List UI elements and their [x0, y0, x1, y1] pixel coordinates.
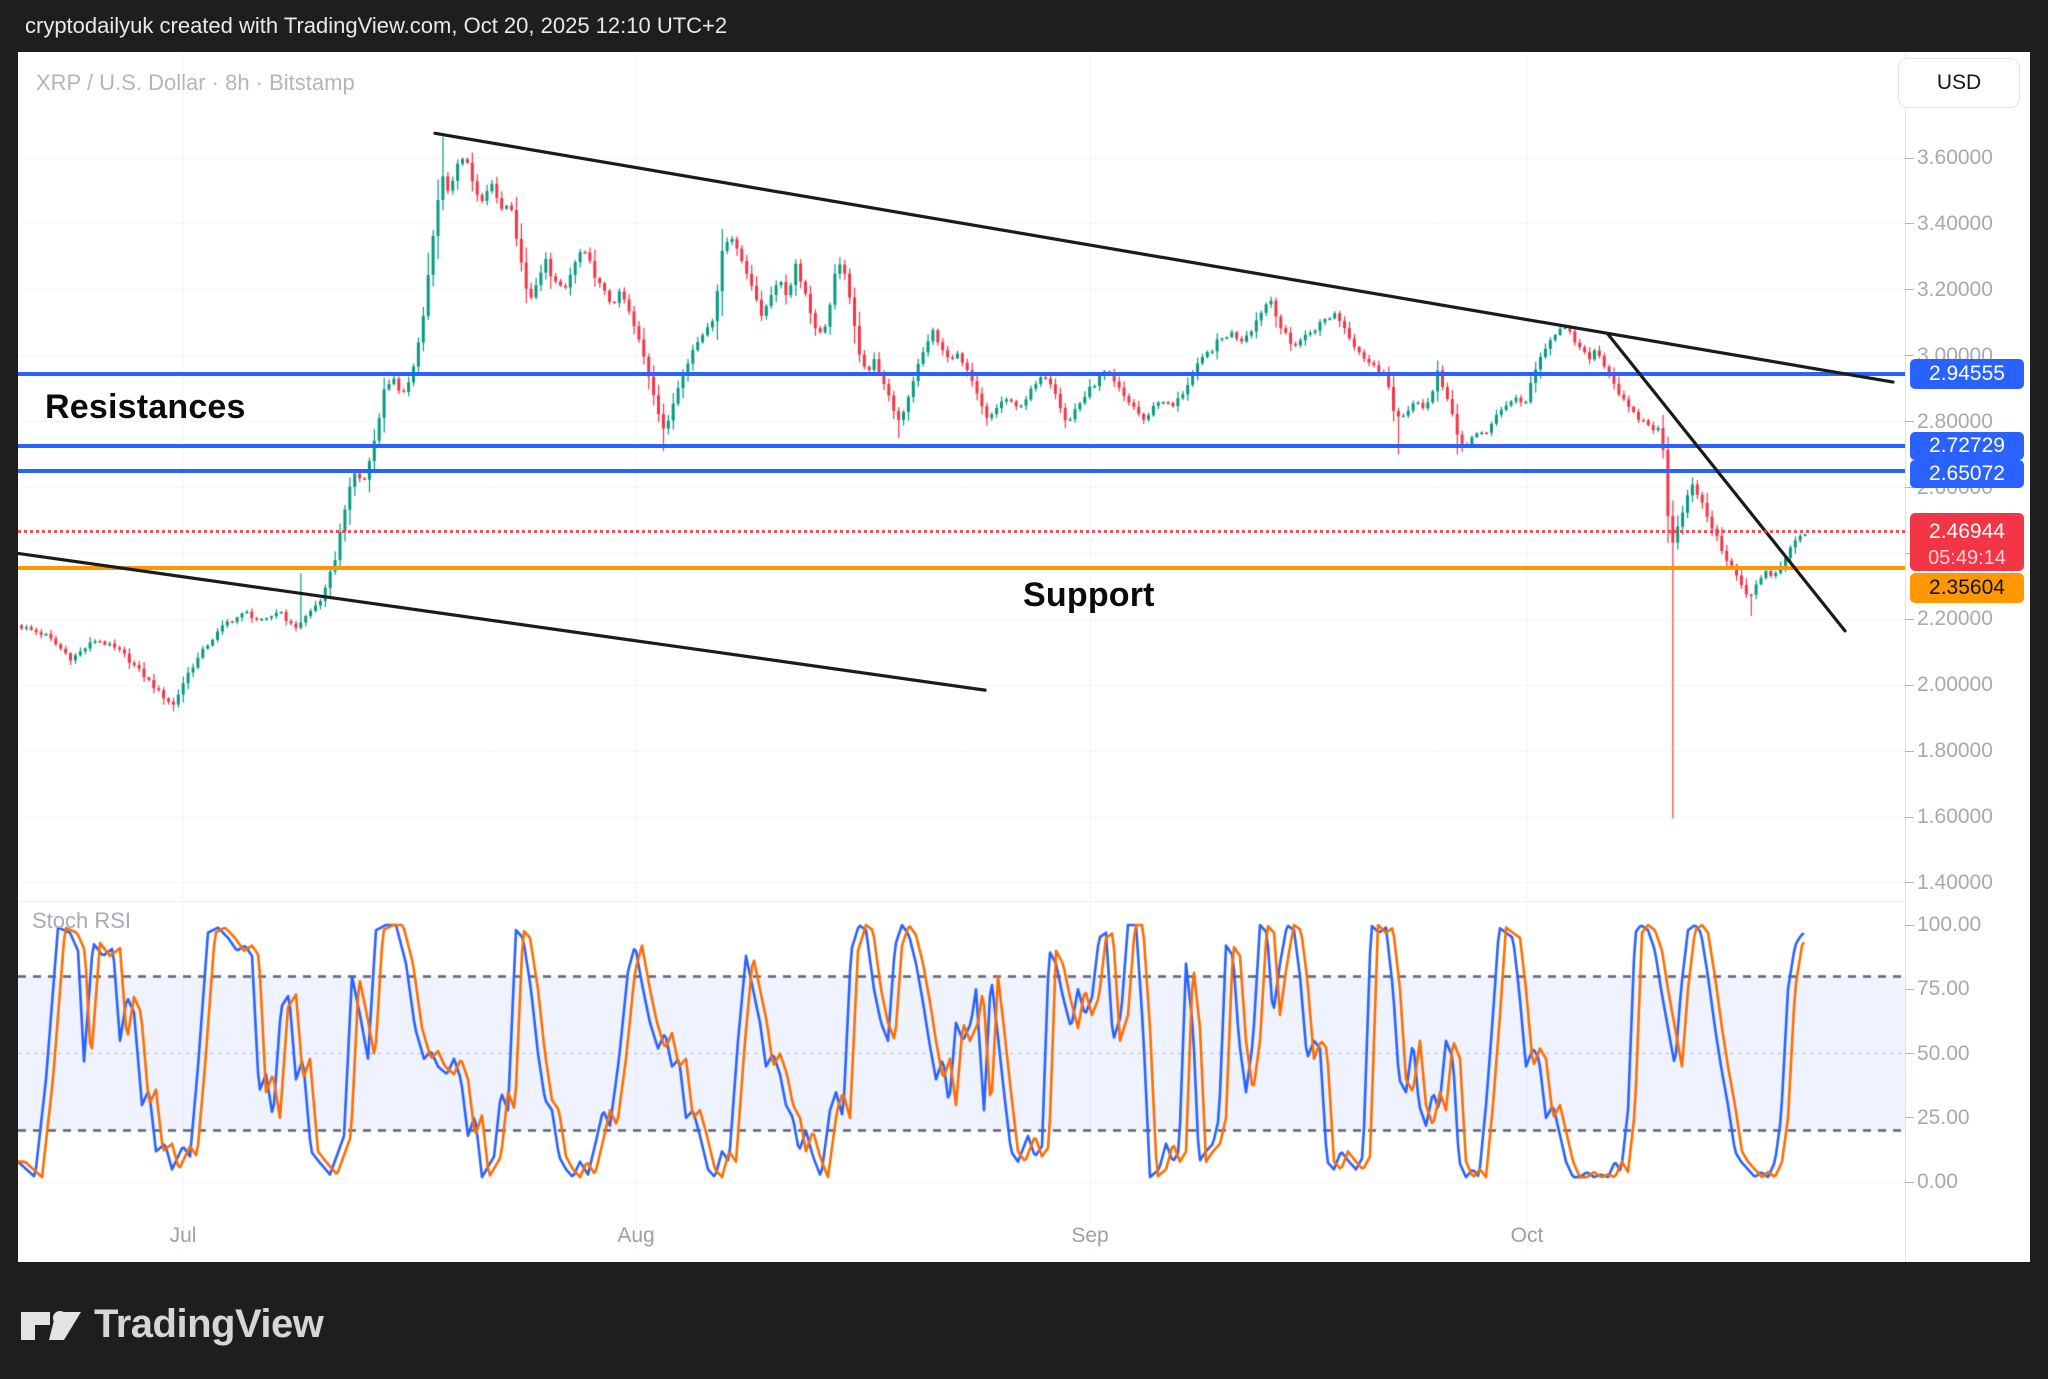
resistance-price-label: 2.94555 — [1910, 359, 2024, 389]
trendline-steep-october-breakdown[interactable] — [1606, 332, 1847, 633]
rsi-tick — [1905, 1053, 1914, 1054]
last-price-value: 2.46944 — [1929, 520, 2005, 543]
support-line[interactable] — [18, 565, 1905, 570]
rsi-axis-label: 0.00 — [1917, 1170, 1958, 1194]
price-axis-label: 3.60000 — [1917, 146, 1993, 169]
chart-plot-area[interactable]: Resistances Support Stoch RSI Jul Aug Sep O… — [18, 52, 1905, 1257]
price-axis-label: 1.60000 — [1917, 805, 1993, 828]
chart-frame: Resistances Support Stoch RSI Jul Aug Sep O… — [18, 52, 2030, 1262]
price-tick — [1905, 158, 1914, 159]
watermark-bar: cryptodailyuk created with TradingView.c… — [0, 0, 2048, 52]
rsi-axis-label: 50.00 — [1917, 1041, 1970, 1065]
price-tick — [1905, 619, 1914, 620]
price-axis-label: 1.40000 — [1917, 870, 1993, 894]
resistance-line[interactable] — [18, 468, 1905, 473]
price-axis-label: 3.40000 — [1917, 211, 1993, 235]
trendline-major-descending-resistance[interactable] — [433, 131, 1895, 384]
resistance-price-label: 2.72729 — [1910, 432, 2024, 460]
last-price-dotted-line — [18, 529, 1905, 533]
rsi-axis-label: 25.00 — [1917, 1105, 1970, 1129]
tradingview-logo-icon — [21, 1311, 81, 1340]
price-tick — [1905, 553, 1914, 554]
month-label-jul[interactable]: Jul — [169, 1224, 197, 1247]
price-tick — [1905, 421, 1914, 422]
stoch-rsi-pane-label[interactable]: Stoch RSI — [32, 908, 132, 933]
rsi-axis-label: 75.00 — [1917, 977, 1970, 1001]
price-axis-label: 1.80000 — [1917, 739, 1993, 763]
resistance-line[interactable] — [18, 371, 1905, 376]
tradingview-branding[interactable]: TradingView — [20, 1294, 324, 1354]
trendlines-overlay[interactable] — [18, 52, 1905, 1257]
price-tick — [1905, 685, 1914, 686]
price-tick — [1905, 817, 1914, 818]
support-price-label: 2.35604 — [1910, 573, 2024, 603]
currency-toggle-button[interactable]: USD — [1898, 58, 2020, 108]
price-axis-label: 2.80000 — [1917, 409, 1993, 433]
rsi-tick — [1905, 1182, 1914, 1183]
trendline-lower-descending-line[interactable] — [18, 551, 987, 692]
watermark-text: cryptodailyuk created with TradingView.c… — [25, 13, 728, 38]
rsi-axis-label: 100.00 — [1917, 913, 1982, 936]
price-tick — [1905, 487, 1914, 488]
last-price-label: 2.46944 05:49:14 — [1910, 513, 2024, 571]
price-axis-label: 2.20000 — [1917, 607, 1993, 631]
rsi-tick — [1905, 1117, 1914, 1118]
symbol-title[interactable]: XRP / U.S. Dollar · 8h · Bitstamp — [36, 70, 355, 95]
price-axis-separator — [1905, 52, 1906, 1262]
tradingview-logo-text: TradingView — [94, 1301, 324, 1346]
bar-countdown: 05:49:14 — [1928, 547, 2006, 569]
price-and-rsi-canvas[interactable] — [18, 52, 1905, 1257]
price-axis-label: 3.20000 — [1917, 277, 1993, 301]
resistances-annotation[interactable]: Resistances — [45, 388, 246, 426]
month-label-oct[interactable]: Oct — [1510, 1224, 1544, 1247]
price-tick — [1905, 751, 1914, 752]
price-tick — [1905, 355, 1914, 356]
price-tick — [1905, 223, 1914, 224]
price-tick — [1905, 289, 1914, 290]
month-label-sep[interactable]: Sep — [1071, 1224, 1109, 1247]
price-axis-label: 2.00000 — [1917, 673, 1993, 697]
support-annotation[interactable]: Support — [1023, 576, 1155, 614]
price-tick — [1905, 882, 1914, 883]
rsi-tick — [1905, 925, 1914, 926]
resistance-line[interactable] — [18, 443, 1905, 448]
resistance-price-label: 2.65072 — [1910, 460, 2024, 488]
rsi-tick — [1905, 989, 1914, 990]
month-label-aug[interactable]: Aug — [617, 1224, 655, 1247]
